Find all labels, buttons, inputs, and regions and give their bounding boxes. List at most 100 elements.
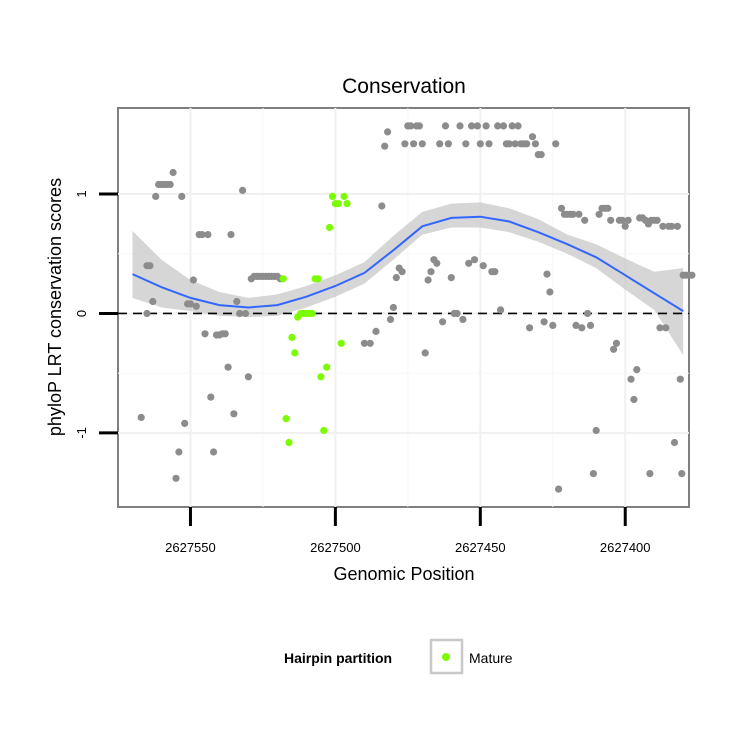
data-point xyxy=(407,122,415,130)
data-point xyxy=(462,140,470,148)
x-axis-title: Genomic Position xyxy=(333,564,474,584)
data-point xyxy=(378,202,386,210)
data-point xyxy=(282,415,290,423)
y-tick-label: -1 xyxy=(74,427,89,439)
data-point xyxy=(143,309,151,318)
data-point xyxy=(514,122,522,130)
data-point xyxy=(528,133,537,141)
data-point xyxy=(456,122,464,130)
data-point xyxy=(291,349,299,357)
data-point xyxy=(236,309,244,318)
data-point xyxy=(186,300,195,308)
data-point xyxy=(610,345,618,353)
data-point xyxy=(366,339,374,347)
data-point xyxy=(589,470,598,478)
data-point xyxy=(473,122,481,130)
data-point xyxy=(575,210,583,218)
data-point xyxy=(172,474,180,482)
data-point xyxy=(459,315,467,323)
data-point xyxy=(678,470,686,478)
data-point xyxy=(546,288,554,296)
data-point xyxy=(526,324,534,332)
y-tick-label: 1 xyxy=(74,190,89,197)
confidence-band xyxy=(132,202,684,356)
data-point xyxy=(201,330,209,338)
data-point xyxy=(285,438,293,447)
data-point xyxy=(421,349,429,357)
data-point xyxy=(447,274,455,282)
data-point xyxy=(465,259,473,267)
data-point xyxy=(152,192,160,200)
data-point xyxy=(207,393,215,401)
chart-title: Conservation xyxy=(342,75,466,98)
data-point xyxy=(340,192,348,200)
data-point xyxy=(523,140,531,148)
data-point xyxy=(418,140,426,148)
data-point xyxy=(328,192,337,200)
data-point xyxy=(604,204,612,212)
data-point xyxy=(537,151,545,159)
data-point xyxy=(505,140,513,148)
data-point xyxy=(323,363,331,371)
data-point xyxy=(624,216,632,224)
x-axis: 2627550 2627500 2627450 2627400 xyxy=(165,507,651,555)
data-point xyxy=(439,318,447,326)
data-point xyxy=(149,297,157,306)
data-point xyxy=(673,222,682,230)
y-tick-label: 0 xyxy=(74,310,89,317)
data-point xyxy=(166,180,174,189)
data-point xyxy=(233,297,241,306)
data-point xyxy=(198,231,206,239)
data-point xyxy=(320,426,328,435)
data-points xyxy=(137,122,696,493)
legend-label-mature: Mature xyxy=(469,650,513,666)
data-point xyxy=(659,222,667,230)
data-point xyxy=(670,438,679,447)
data-point xyxy=(470,256,479,264)
data-point xyxy=(427,268,435,276)
data-point xyxy=(424,276,432,284)
data-point xyxy=(543,270,551,278)
data-point xyxy=(494,122,502,130)
data-point xyxy=(384,128,392,136)
data-point xyxy=(372,327,380,335)
data-point xyxy=(555,485,563,493)
data-point xyxy=(595,210,603,218)
data-point xyxy=(210,448,218,456)
data-point xyxy=(612,339,621,347)
data-point xyxy=(189,276,197,284)
data-point xyxy=(508,122,516,130)
data-point xyxy=(662,324,670,332)
data-point xyxy=(343,200,351,208)
data-point xyxy=(468,122,476,130)
data-point xyxy=(557,204,566,212)
data-point xyxy=(326,223,334,232)
data-point xyxy=(415,122,423,130)
data-point xyxy=(444,140,452,148)
data-point xyxy=(584,309,592,318)
data-point xyxy=(410,140,418,148)
x-tick-label: 2627500 xyxy=(310,540,361,555)
data-point xyxy=(491,268,499,276)
data-point xyxy=(441,122,450,130)
series-mature xyxy=(279,192,351,447)
data-point xyxy=(433,259,441,267)
data-point xyxy=(618,216,626,224)
data-point xyxy=(181,419,189,427)
data-point xyxy=(288,333,296,341)
x-tick-label: 2627550 xyxy=(165,540,216,555)
data-point xyxy=(178,192,186,200)
data-point xyxy=(646,470,654,478)
data-point xyxy=(540,318,548,326)
data-point xyxy=(317,373,325,381)
x-tick-label: 2627450 xyxy=(455,540,506,555)
data-point xyxy=(221,330,229,338)
data-point xyxy=(360,339,368,347)
legend-title: Hairpin partition xyxy=(284,650,392,666)
data-point xyxy=(241,309,250,318)
smooth-confidence-band xyxy=(132,202,684,356)
data-point xyxy=(137,413,145,421)
data-point xyxy=(146,262,154,270)
data-point xyxy=(656,324,664,332)
